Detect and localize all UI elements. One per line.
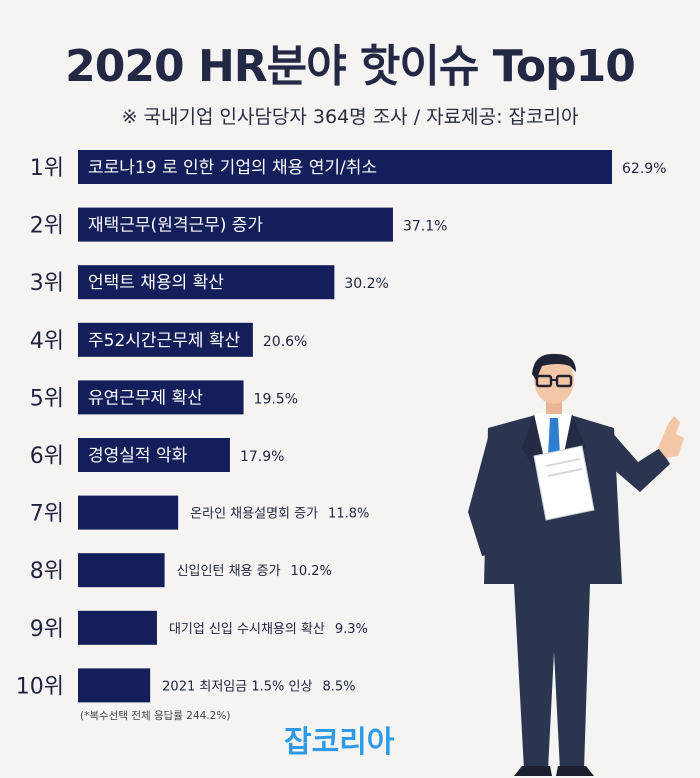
rank-label: 9위 <box>30 617 64 642</box>
category-label: 유연근무제 확산 <box>88 388 203 408</box>
value-label: 10.2% <box>291 564 332 579</box>
value-label: 17.9% <box>240 449 284 465</box>
bar <box>78 380 244 415</box>
bar <box>78 322 253 357</box>
rank-label: 10위 <box>16 674 64 699</box>
category-label: 언택트 채용의 확산 <box>88 273 224 293</box>
category-label: 대기업 신입 수시채용의 확산 <box>169 622 325 637</box>
value-label: 8.5% <box>322 679 355 694</box>
category-label: 코로나19 로 인한 기업의 채용 연기/취소 <box>88 158 377 178</box>
businessman-illustration <box>468 353 684 776</box>
category-label: 신입인턴 채용 증가 <box>177 564 281 579</box>
bar <box>78 207 393 242</box>
value-label: 9.3% <box>335 622 368 637</box>
bar <box>78 553 165 588</box>
bar <box>78 495 179 530</box>
value-label: 19.5% <box>254 391 298 407</box>
rank-label: 2위 <box>30 214 64 239</box>
rank-label: 5위 <box>30 386 64 411</box>
rank-label: 4위 <box>30 329 64 354</box>
bar <box>78 668 151 703</box>
bar <box>78 265 335 300</box>
rank-label: 8위 <box>30 559 64 584</box>
rank-label: 1위 <box>30 156 64 181</box>
value-label: 30.2% <box>344 276 388 292</box>
bar <box>78 150 612 184</box>
rank-label: 6위 <box>30 444 64 469</box>
bar <box>78 610 157 645</box>
value-label: 37.1% <box>403 219 447 235</box>
category-label: 온라인 채용설명회 증가 <box>190 507 318 522</box>
category-label: 재택근무(원격근무) 증가 <box>88 216 263 236</box>
value-label: 20.6% <box>263 334 307 350</box>
value-label: 11.8% <box>328 507 369 522</box>
bar <box>78 438 230 472</box>
category-label: 주52시간근무제 확산 <box>88 331 241 351</box>
brand-logo: 잡코리아 <box>284 725 395 760</box>
category-label: 경영실적 악화 <box>88 446 188 466</box>
footnote: (*복수선택 전체 응답률 244.2%) <box>80 710 231 722</box>
page-title: 2020 HR분야 핫이슈 Top10 <box>65 41 636 92</box>
value-label: 62.9% <box>622 161 666 177</box>
page-subtitle: ※ 국내기업 인사담당자 364명 조사 / 자료제공: 잡코리아 <box>121 106 579 128</box>
rank-label: 7위 <box>30 502 64 527</box>
category-label: 2021 최저임금 1.5% 인상 <box>162 679 312 694</box>
rank-label: 3위 <box>30 271 64 296</box>
